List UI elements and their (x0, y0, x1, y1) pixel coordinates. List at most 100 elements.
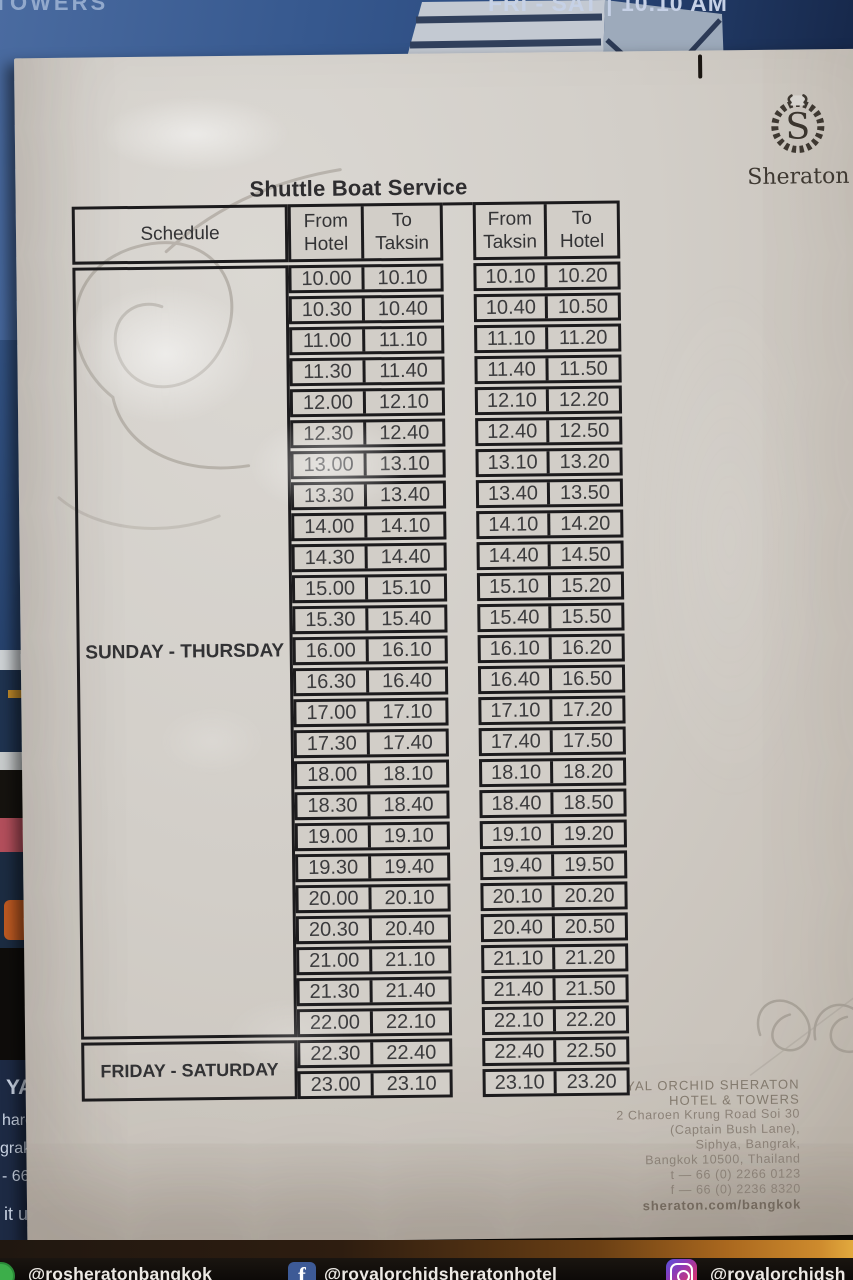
time-cell-from-hotel: 13.30 (293, 484, 368, 508)
time-cell-from-hotel: 20.30 (298, 918, 373, 942)
time-cell-to-hotel: 23.20 (566, 1070, 617, 1093)
pair-hotel-to-taksin: 12.30 12.40 (290, 418, 446, 449)
time-cell-from-taksin: 18.10 (482, 761, 554, 785)
brand-name: Sheraton (747, 163, 850, 191)
pair-hotel-to-taksin: 19.30 19.40 (295, 852, 451, 883)
time-cell-from-hotel: 22.00 (299, 1011, 374, 1035)
time-cell-to-taksin: 10.10 (377, 266, 428, 289)
pair-taksin-to-hotel: 16.40 16.50 (477, 664, 626, 695)
time-cell-to-taksin: 10.40 (377, 297, 429, 320)
time-cell-to-taksin: 16.40 (381, 669, 433, 692)
pair-taksin-to-hotel: 14.40 14.50 (476, 540, 624, 571)
time-cell-to-hotel: 11.20 (558, 326, 608, 349)
time-cell-from-hotel: 23.00 (300, 1073, 374, 1097)
time-cell-from-hotel: 16.30 (295, 670, 370, 694)
time-row: 11.00 11.10 11.10 11.20 (289, 323, 622, 356)
pair-taksin-to-hotel: 22.10 22.20 (481, 1005, 630, 1036)
time-cell-from-taksin: 15.10 (479, 575, 552, 599)
column-header-to-taksin: To Taksin (375, 210, 430, 255)
pair-taksin-to-hotel: 15.40 15.50 (477, 602, 625, 633)
gap-spacer (449, 790, 479, 818)
time-cell-from-taksin: 16.40 (480, 668, 553, 692)
time-cell-to-hotel: 16.20 (561, 636, 612, 659)
gap-spacer (452, 1038, 482, 1066)
time-row: 14.30 14.40 14.40 14.50 (291, 540, 624, 573)
time-row: 21.00 21.10 21.10 21.20 (296, 943, 629, 976)
time-row: 22.00 22.10 22.10 22.20 (296, 1005, 630, 1038)
pair-taksin-to-hotel: 22.40 22.50 (482, 1036, 630, 1067)
pair-hotel-to-taksin: 17.00 17.10 (293, 697, 449, 728)
time-cell-from-taksin: 11.40 (477, 358, 549, 382)
table-header-row: From Hotel To Taksin From Taksin To Hote… (287, 200, 621, 263)
pair-hotel-to-taksin: 17.30 17.40 (293, 728, 449, 759)
time-cell-from-hotel: 21.30 (299, 980, 373, 1004)
time-cell-from-taksin: 20.40 (483, 916, 556, 940)
time-cell-from-hotel: 20.00 (298, 887, 372, 911)
time-cell-to-taksin: 19.10 (383, 824, 434, 847)
time-cell-from-taksin: 21.40 (484, 978, 556, 1002)
gap-spacer (450, 883, 480, 911)
time-cell-to-hotel: 13.20 (559, 450, 610, 473)
time-cell-to-hotel: 12.50 (559, 419, 610, 442)
time-row: 18.30 18.40 18.40 18.50 (294, 788, 627, 821)
header-pair-hotel-to-taksin: From Hotel To Taksin (287, 202, 444, 263)
time-cell-to-hotel: 22.50 (566, 1039, 617, 1062)
pair-hotel-to-taksin: 20.30 20.40 (295, 914, 452, 945)
schedule-block-sunday-thursday: SUNDAY - THURSDAY (72, 265, 298, 1040)
pair-hotel-to-taksin: 22.00 22.10 (296, 1007, 453, 1038)
gap-spacer (445, 387, 475, 415)
time-cell-to-hotel: 17.50 (562, 729, 613, 752)
pair-taksin-to-hotel: 12.10 12.20 (474, 385, 623, 416)
time-cell-to-hotel: 10.20 (557, 264, 608, 287)
pair-hotel-to-taksin: 13.30 13.40 (290, 480, 447, 511)
time-cell-to-hotel: 20.50 (564, 915, 616, 938)
line-app-icon (0, 1262, 15, 1280)
time-row: 20.00 20.10 20.10 20.20 (295, 881, 628, 914)
instagram-icon (666, 1259, 697, 1280)
time-cell-to-taksin: 11.40 (379, 359, 428, 382)
time-cell-to-taksin: 21.10 (385, 948, 436, 971)
pair-hotel-to-taksin: 16.30 16.40 (292, 666, 449, 697)
time-cell-to-hotel: 14.20 (560, 512, 611, 535)
pair-taksin-to-hotel: 11.40 11.50 (474, 354, 622, 385)
time-cell-from-taksin: 13.10 (478, 451, 550, 475)
poster-partial-text-fri-sat: FRI - SAT | 10.10 AM (488, 0, 728, 16)
pair-taksin-to-hotel: 16.10 16.20 (477, 633, 625, 664)
time-cell-to-hotel: 19.50 (564, 853, 615, 876)
laurel-wreath-icon: S (771, 94, 825, 153)
time-row: 13.00 13.10 13.10 13.20 (290, 447, 623, 480)
pair-taksin-to-hotel: 21.10 21.20 (481, 943, 629, 974)
time-cell-from-taksin: 16.10 (480, 637, 552, 661)
time-cell-to-hotel: 16.50 (561, 667, 613, 690)
time-row: 17.30 17.40 17.40 17.50 (293, 726, 626, 759)
time-cell-to-hotel: 14.50 (560, 543, 611, 566)
time-cell-to-hotel: 20.20 (564, 884, 615, 907)
time-cell-from-taksin: 18.40 (482, 792, 554, 816)
header-gap-spacer (442, 202, 474, 261)
time-cell-to-taksin: 14.10 (380, 514, 431, 537)
page-title: Shuttle Boat Service (249, 174, 468, 202)
time-cell-from-taksin: 14.10 (479, 513, 551, 537)
pair-hotel-to-taksin: 15.30 15.40 (292, 604, 448, 635)
time-cell-from-taksin: 19.10 (482, 823, 554, 847)
gap-spacer (444, 294, 474, 322)
sheraton-logo: S Sheraton (741, 93, 853, 190)
social-media-bar: @rosheratonbangkok f @royalorchidsherato… (0, 1258, 853, 1280)
time-cell-to-taksin: 18.40 (383, 793, 434, 816)
time-cell-to-taksin: 18.10 (382, 762, 434, 785)
glare-streak (600, 188, 853, 892)
time-cell-to-hotel: 10.50 (557, 295, 609, 318)
gap-spacer (453, 1069, 483, 1097)
time-cell-from-hotel: 11.00 (292, 329, 366, 353)
time-cell-from-hotel: 12.30 (293, 422, 367, 446)
time-row: 15.30 15.40 15.40 15.50 (292, 602, 625, 635)
time-cell-to-taksin: 15.10 (380, 576, 432, 599)
time-cell-from-hotel: 18.30 (297, 794, 371, 818)
social-handle-facebook: @royalorchidsheratonhotel (324, 1264, 558, 1280)
pair-taksin-to-hotel: 14.10 14.20 (476, 509, 624, 540)
pair-taksin-to-hotel: 18.10 18.20 (478, 757, 627, 788)
time-cell-from-taksin: 22.40 (485, 1040, 557, 1064)
shuttle-timetable: Schedule SUNDAY - THURSDAY FRIDAY - SATU… (71, 200, 630, 1104)
pair-hotel-to-taksin: 23.00 23.10 (297, 1069, 453, 1100)
